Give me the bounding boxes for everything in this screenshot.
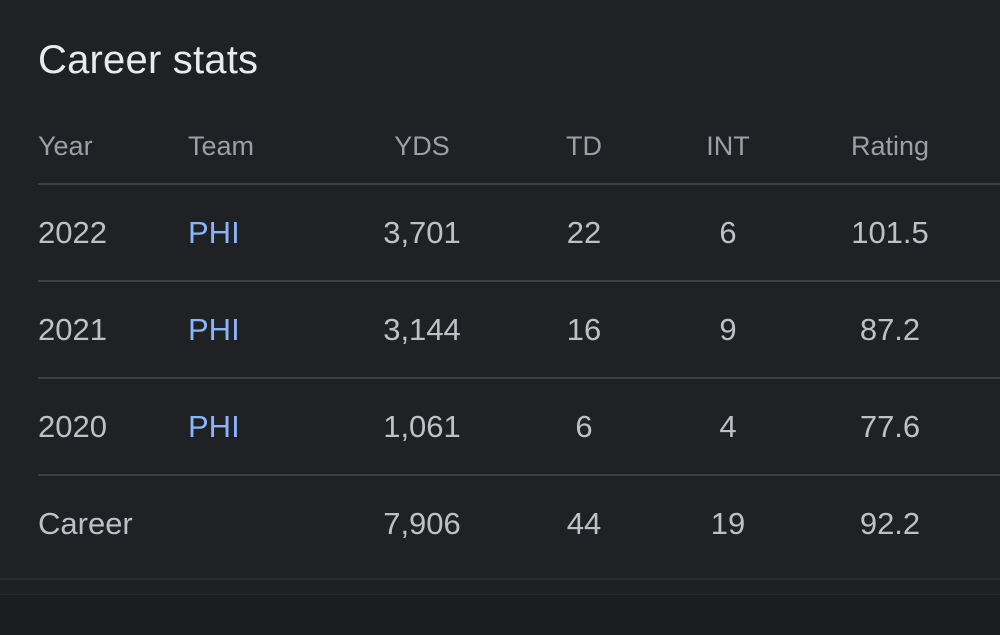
td-cell: 16 (566, 311, 602, 347)
team-link[interactable]: PHI (188, 311, 240, 347)
rating-cell: 77.6 (859, 408, 921, 444)
column-header-yds: YDS (394, 131, 450, 161)
yds-cell: 3,144 (383, 311, 461, 347)
yds-cell: 3,701 (383, 214, 461, 250)
career-int: 19 (710, 505, 746, 541)
column-header-year: Year (38, 131, 93, 161)
career-stats-card: Career stats Year Team YDS TD INT Rating… (38, 38, 1000, 571)
column-header-td: TD (566, 131, 602, 161)
rating-cell: 87.2 (859, 311, 921, 347)
team-link[interactable]: PHI (188, 214, 240, 250)
td-cell: 22 (566, 214, 602, 250)
table-header-row: Year Team YDS TD INT Rating (38, 110, 1000, 185)
column-header-team: Team (188, 131, 255, 161)
table-row: 2020 PHI 1,061 6 4 77.6 (38, 379, 1000, 476)
card-title: Career stats (38, 38, 259, 82)
int-cell: 9 (719, 311, 737, 347)
year-cell: 2021 (38, 311, 107, 347)
year-cell: 2022 (38, 214, 107, 250)
column-header-int: INT (706, 131, 750, 161)
column-header-rating: Rating (850, 131, 930, 161)
career-yds: 7,906 (383, 505, 461, 541)
career-label: Career (38, 505, 133, 541)
year-cell: 2020 (38, 408, 107, 444)
rating-cell: 101.5 (851, 214, 929, 250)
int-cell: 6 (719, 214, 737, 250)
table-row: 2022 PHI 3,701 22 6 101.5 (38, 185, 1000, 282)
yds-cell: 1,061 (383, 408, 461, 444)
career-total-row: Career 7,906 44 19 92.2 (38, 476, 1000, 571)
stats-table: Year Team YDS TD INT Rating 2022 PHI 3,7… (38, 110, 1000, 571)
table-row: 2021 PHI 3,144 16 9 87.2 (38, 282, 1000, 379)
career-td: 44 (566, 505, 602, 541)
career-rating: 92.2 (859, 505, 921, 541)
int-cell: 4 (719, 408, 737, 444)
team-link[interactable]: PHI (188, 408, 240, 444)
td-cell: 6 (575, 408, 593, 444)
next-section-edge (0, 594, 1000, 635)
card-bottom-divider (0, 578, 1000, 580)
